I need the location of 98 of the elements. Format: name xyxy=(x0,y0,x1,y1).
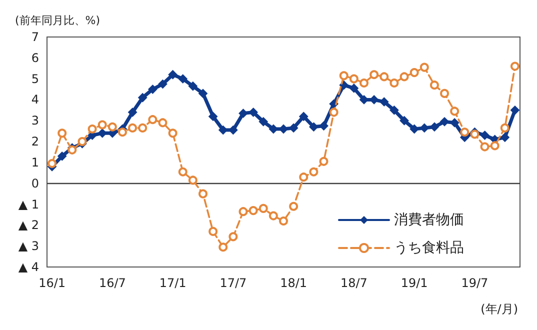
point xyxy=(188,176,198,185)
y-tick-label: 5 xyxy=(31,72,39,86)
point xyxy=(390,106,399,115)
point xyxy=(510,62,520,71)
point xyxy=(450,106,460,116)
point xyxy=(88,124,97,134)
point xyxy=(138,123,148,132)
point xyxy=(500,132,510,142)
point xyxy=(188,82,198,91)
point xyxy=(440,88,450,98)
x-tick-label: 17/7 xyxy=(220,276,247,290)
point xyxy=(148,115,158,124)
point xyxy=(268,211,278,220)
point xyxy=(228,232,238,242)
point xyxy=(178,167,188,176)
point xyxy=(289,202,298,211)
point xyxy=(339,71,348,80)
point xyxy=(420,123,429,132)
point xyxy=(128,108,138,117)
point xyxy=(329,108,338,117)
legend-label: 消費者物価 xyxy=(394,212,464,228)
point xyxy=(168,70,178,80)
point xyxy=(349,84,358,93)
y-tick-label: ▲ 2 xyxy=(18,218,39,232)
point xyxy=(118,128,127,137)
point xyxy=(178,74,188,84)
y-tick-label: 6 xyxy=(31,50,39,65)
point xyxy=(360,78,369,88)
point xyxy=(510,106,520,115)
point xyxy=(279,124,288,134)
point xyxy=(148,84,158,94)
x-tick-label: 19/7 xyxy=(461,276,488,290)
point xyxy=(450,118,460,128)
point xyxy=(238,207,248,216)
y-tick-label: 3 xyxy=(31,114,39,128)
point xyxy=(299,172,308,182)
y-tick-label: 4 xyxy=(31,92,39,107)
point xyxy=(339,80,348,90)
x-axis-title: (年/月) xyxy=(480,302,518,316)
point xyxy=(138,93,148,102)
x-tick-label: 18/1 xyxy=(280,276,308,290)
x-tick-label: 17/1 xyxy=(159,276,186,290)
x-tick-label: 16/1 xyxy=(38,276,66,290)
y-tick-label: ▲ 4 xyxy=(18,260,39,274)
point xyxy=(410,68,419,78)
point xyxy=(299,112,308,121)
point xyxy=(58,128,67,138)
point xyxy=(218,242,228,252)
point xyxy=(48,159,57,168)
point xyxy=(208,226,218,236)
point xyxy=(380,72,389,82)
point xyxy=(198,189,208,198)
point xyxy=(108,122,117,132)
point xyxy=(248,108,258,117)
y-tick-label: ▲ 3 xyxy=(18,239,39,254)
point xyxy=(420,62,429,72)
point xyxy=(309,122,318,132)
y-tick-label: 1 xyxy=(31,155,39,170)
point xyxy=(198,88,208,98)
y-tick-label: 0 xyxy=(31,176,39,190)
point xyxy=(258,117,268,126)
legend-label: うち食料品 xyxy=(394,240,464,256)
point xyxy=(248,206,258,216)
point xyxy=(470,130,480,139)
point xyxy=(268,124,278,134)
point xyxy=(258,204,268,213)
point xyxy=(380,97,389,106)
point xyxy=(400,72,409,82)
point xyxy=(500,123,510,132)
y-tick-label: ▲ 1 xyxy=(18,197,39,212)
x-tick-label: 18/7 xyxy=(340,276,368,290)
point xyxy=(390,78,399,88)
point xyxy=(158,80,168,89)
point xyxy=(349,74,358,84)
point xyxy=(480,130,490,140)
point xyxy=(289,123,298,132)
x-tick-label: 19/1 xyxy=(400,276,428,290)
point xyxy=(238,108,248,118)
point xyxy=(168,128,178,138)
point xyxy=(460,128,470,137)
point xyxy=(490,141,500,150)
point xyxy=(430,80,439,90)
point xyxy=(58,152,67,161)
point xyxy=(158,118,168,128)
point xyxy=(400,116,409,126)
point xyxy=(480,142,490,152)
point xyxy=(319,156,328,166)
point xyxy=(98,120,107,130)
point xyxy=(279,216,288,226)
y-tick-label: 2 xyxy=(31,134,39,149)
point xyxy=(370,70,379,80)
point xyxy=(128,123,138,132)
y-tick-label: 7 xyxy=(31,30,39,44)
x-tick-label: 16/7 xyxy=(98,276,126,290)
point xyxy=(410,124,419,134)
point xyxy=(208,112,218,121)
y-axis-title: (前年同月比、%) xyxy=(15,14,100,27)
point xyxy=(309,167,318,176)
